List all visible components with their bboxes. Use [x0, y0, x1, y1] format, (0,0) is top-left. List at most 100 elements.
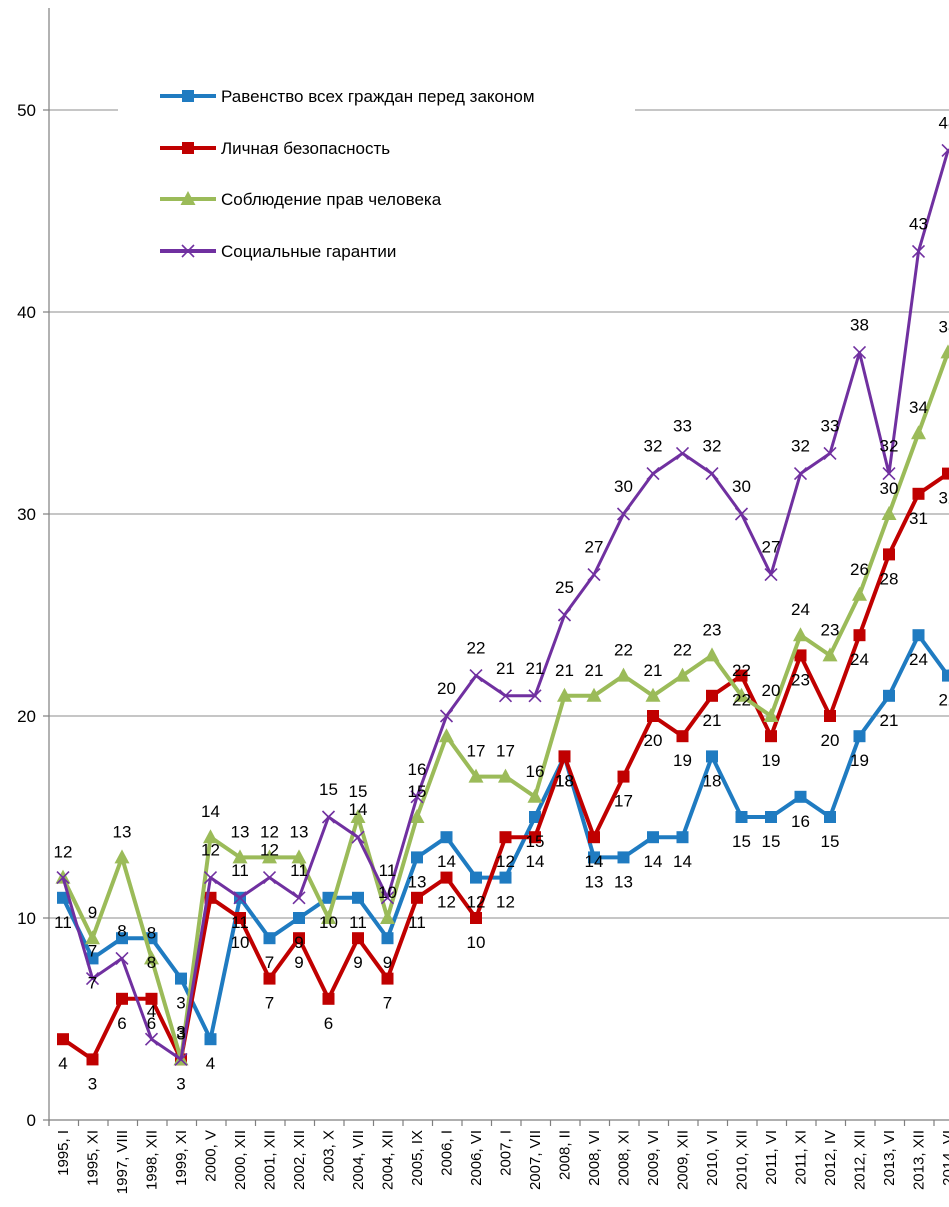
data-point [115, 951, 129, 965]
legend-label: Равенство всех граждан перед законом [221, 87, 535, 106]
data-label: 21 [644, 661, 663, 680]
data-label: 3 [176, 1074, 185, 1093]
legend-label: Личная безопасность [221, 139, 390, 158]
data-label: 11 [349, 913, 367, 932]
data-point [232, 849, 248, 864]
data-point [557, 687, 572, 702]
data-label: 20 [644, 731, 663, 750]
data-label: 22 [614, 641, 633, 660]
x-tick-label: 2009, XII [675, 1130, 692, 1190]
data-point [853, 629, 866, 642]
data-point [381, 972, 394, 985]
data-point [116, 932, 128, 945]
data-label: 10 [231, 933, 250, 952]
data-point [350, 809, 366, 823]
data-point [499, 871, 512, 884]
x-tick-label: 2011, XI [793, 1130, 810, 1185]
x-tick-label: 2003, X [321, 1130, 338, 1182]
data-label: 9 [353, 953, 362, 972]
data-label: 18 [555, 771, 574, 790]
y-tick-label: 20 [17, 707, 36, 726]
data-label: 21 [526, 659, 545, 678]
data-label: 24 [791, 600, 810, 619]
data-point [527, 788, 543, 803]
data-label: 12 [260, 841, 279, 860]
data-point [852, 345, 867, 359]
data-point [56, 871, 70, 885]
data-label: 12 [201, 841, 220, 860]
data-point [852, 586, 867, 601]
data-label: 14 [526, 852, 545, 871]
x-tick-label: 2013, XII [911, 1130, 928, 1190]
legend-item-3: Соблюдение прав человека [160, 190, 442, 209]
data-point [911, 244, 926, 258]
data-point [291, 849, 307, 864]
data-point [57, 891, 69, 904]
data-label: 18 [555, 771, 574, 790]
data-point [940, 344, 949, 359]
data-point [882, 467, 896, 481]
data-label: 15 [762, 832, 781, 851]
data-point [705, 467, 719, 481]
data-point [174, 1052, 188, 1066]
y-tick-label: 50 [17, 101, 36, 120]
data-point [411, 851, 423, 864]
data-point [529, 831, 541, 844]
data-point [942, 669, 949, 682]
data-label: 27 [762, 538, 781, 557]
data-label: 14 [349, 800, 368, 819]
x-tick-label: 2012, IV [822, 1130, 839, 1186]
data-point [293, 932, 305, 945]
x-tick-label: 1995, XI [85, 1130, 102, 1186]
data-point [439, 728, 454, 743]
data-point [823, 446, 837, 460]
data-label: 12 [496, 852, 515, 871]
data-point [293, 912, 305, 924]
y-tick-label: 30 [17, 505, 36, 524]
data-label: 9 [294, 953, 303, 972]
data-label: 15 [349, 782, 368, 801]
data-label: 12 [437, 893, 456, 912]
legend-marker [182, 142, 194, 154]
x-tick-label: 2004, VII [350, 1130, 367, 1190]
x-tick-label: 1998, XII [144, 1130, 161, 1190]
data-label: 6 [324, 1014, 333, 1033]
data-point [263, 932, 276, 945]
data-point [263, 972, 276, 985]
data-label: 32 [880, 437, 899, 456]
data-label: 19 [850, 751, 869, 770]
data-point [793, 467, 808, 481]
y-tick-label: 10 [17, 909, 36, 928]
data-point [114, 849, 130, 864]
data-point [765, 730, 777, 743]
x-tick-label: 2002, XII [291, 1130, 308, 1190]
gridlines [49, 109, 949, 919]
data-point [469, 669, 483, 683]
data-label: 4 [147, 1002, 156, 1021]
data-label: 19 [673, 751, 692, 770]
x-tick-label: 2008, XI [616, 1130, 633, 1186]
data-point [616, 507, 631, 521]
data-label: 12 [496, 893, 515, 912]
data-label: 38 [939, 317, 949, 336]
x-tick-label: 1999, XI [173, 1130, 190, 1186]
data-label: 11 [408, 913, 426, 932]
data-point [588, 831, 600, 844]
data-label: 32 [939, 489, 949, 508]
data-point [735, 811, 748, 823]
data-label: 6 [147, 1014, 156, 1033]
data-point [617, 770, 630, 783]
data-point [617, 851, 630, 864]
data-label: 3 [88, 1074, 97, 1093]
data-point [86, 952, 99, 965]
data-label: 13 [585, 872, 604, 891]
data-label: 32 [644, 437, 663, 456]
data-label: 17 [614, 792, 633, 811]
data-label: 43 [909, 214, 928, 233]
data-point [883, 689, 895, 702]
x-tick-label: 2000, XII [232, 1130, 249, 1190]
data-point [911, 425, 926, 440]
data-point [321, 810, 336, 824]
data-point [57, 1033, 69, 1046]
